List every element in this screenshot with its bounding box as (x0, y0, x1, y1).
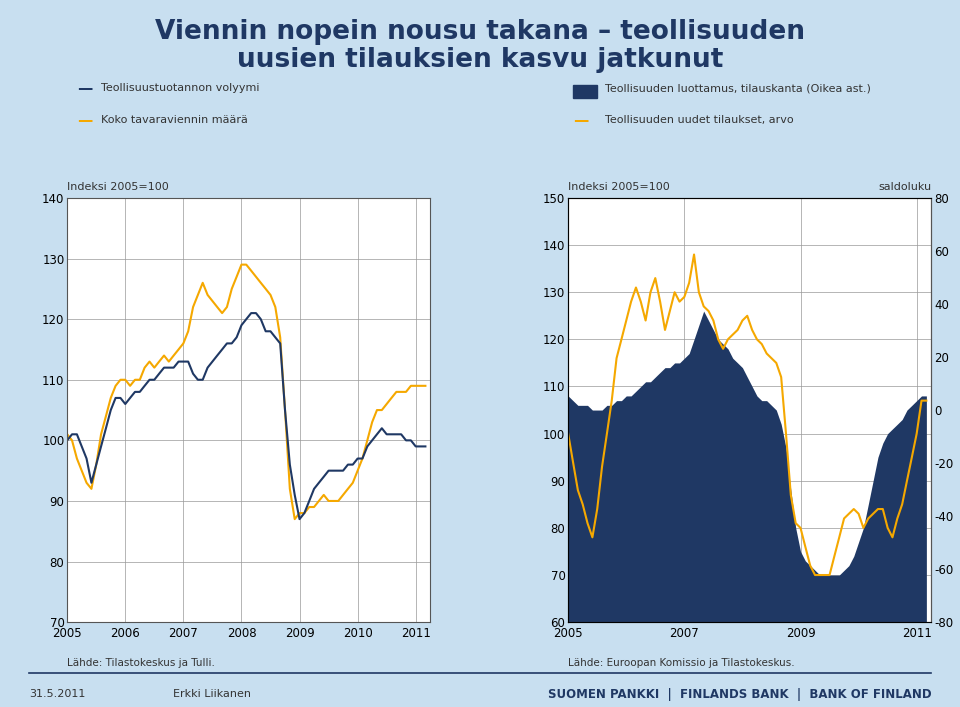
Text: Erkki Liikanen: Erkki Liikanen (173, 689, 251, 699)
Text: Teollisuuden uudet tilaukset, arvo: Teollisuuden uudet tilaukset, arvo (605, 115, 793, 125)
Text: —: — (77, 112, 92, 128)
Text: Indeksi 2005=100: Indeksi 2005=100 (67, 182, 169, 192)
Text: saldoluku: saldoluku (878, 182, 931, 192)
Text: Teollisuuden luottamus, tilauskanta (Oikea ast.): Teollisuuden luottamus, tilauskanta (Oik… (605, 83, 871, 93)
Text: 31.5.2011: 31.5.2011 (29, 689, 85, 699)
Text: Teollisuustuotannon volyymi: Teollisuustuotannon volyymi (101, 83, 259, 93)
Text: Indeksi 2005=100: Indeksi 2005=100 (568, 182, 670, 192)
Text: SUOMEN PANKKI  |  FINLANDS BANK  |  BANK OF FINLAND: SUOMEN PANKKI | FINLANDS BANK | BANK OF … (547, 688, 931, 701)
Text: uusien tilauksien kasvu jatkunut: uusien tilauksien kasvu jatkunut (237, 47, 723, 73)
Text: Viennin nopein nousu takana – teollisuuden: Viennin nopein nousu takana – teollisuud… (155, 19, 805, 45)
Text: —: — (77, 81, 92, 96)
Text: —: — (573, 112, 588, 128)
Text: Koko tavaraviennin määrä: Koko tavaraviennin määrä (101, 115, 248, 125)
Text: Lähde: Tilastokeskus ja Tulli.: Lähde: Tilastokeskus ja Tulli. (67, 658, 215, 668)
Text: Lähde: Euroopan Komissio ja Tilastokeskus.: Lähde: Euroopan Komissio ja Tilastokesku… (568, 658, 795, 668)
